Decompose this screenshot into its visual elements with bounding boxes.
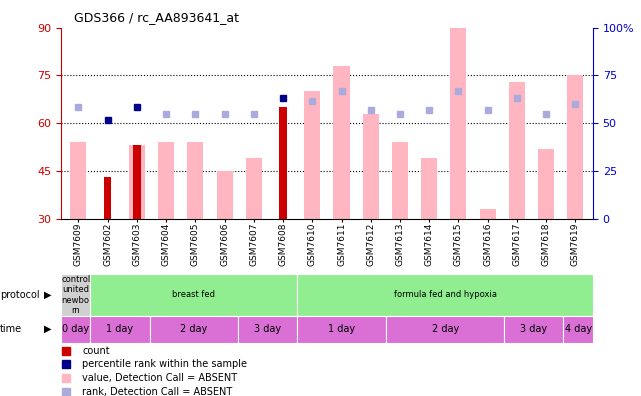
Bar: [451, 28, 467, 219]
Text: 1 day: 1 day: [106, 324, 133, 334]
Bar: [71, 142, 87, 219]
Text: formula fed and hypoxia: formula fed and hypoxia: [394, 290, 497, 299]
Bar: [104, 177, 112, 219]
Bar: [217, 171, 233, 219]
Text: ▶: ▶: [44, 324, 51, 334]
Text: breast fed: breast fed: [172, 290, 215, 299]
Bar: [61, 316, 90, 343]
Bar: [479, 209, 495, 219]
Bar: [567, 75, 583, 219]
Text: percentile rank within the sample: percentile rank within the sample: [82, 360, 247, 369]
Bar: [297, 316, 386, 343]
Text: 2 day: 2 day: [431, 324, 459, 334]
Bar: [297, 274, 593, 316]
Text: 3 day: 3 day: [520, 324, 547, 334]
Bar: [333, 66, 349, 219]
Text: 3 day: 3 day: [254, 324, 281, 334]
Bar: [90, 274, 297, 316]
Bar: [279, 107, 287, 219]
Bar: [538, 148, 554, 219]
Text: count: count: [82, 346, 110, 356]
Bar: [421, 158, 437, 219]
Bar: [149, 316, 238, 343]
Text: 1 day: 1 day: [328, 324, 355, 334]
Bar: [90, 316, 149, 343]
Text: time: time: [0, 324, 22, 334]
Text: 2 day: 2 day: [180, 324, 208, 334]
Text: control
united
newbo
rn: control united newbo rn: [61, 275, 90, 315]
Bar: [304, 91, 320, 219]
Bar: [246, 158, 262, 219]
Bar: [509, 82, 525, 219]
Bar: [392, 142, 408, 219]
Text: value, Detection Call = ABSENT: value, Detection Call = ABSENT: [82, 373, 237, 383]
Text: rank, Detection Call = ABSENT: rank, Detection Call = ABSENT: [82, 387, 233, 396]
Text: protocol: protocol: [0, 290, 40, 300]
Bar: [129, 145, 145, 219]
Text: ▶: ▶: [44, 290, 51, 300]
Bar: [386, 316, 504, 343]
Bar: [61, 274, 90, 316]
Text: 4 day: 4 day: [565, 324, 592, 334]
Text: 0 day: 0 day: [62, 324, 89, 334]
Bar: [563, 316, 593, 343]
Bar: [158, 142, 174, 219]
Bar: [133, 145, 140, 219]
Bar: [363, 114, 379, 219]
Bar: [187, 142, 203, 219]
Text: GDS366 / rc_AA893641_at: GDS366 / rc_AA893641_at: [74, 11, 238, 24]
Bar: [504, 316, 563, 343]
Bar: [238, 316, 297, 343]
